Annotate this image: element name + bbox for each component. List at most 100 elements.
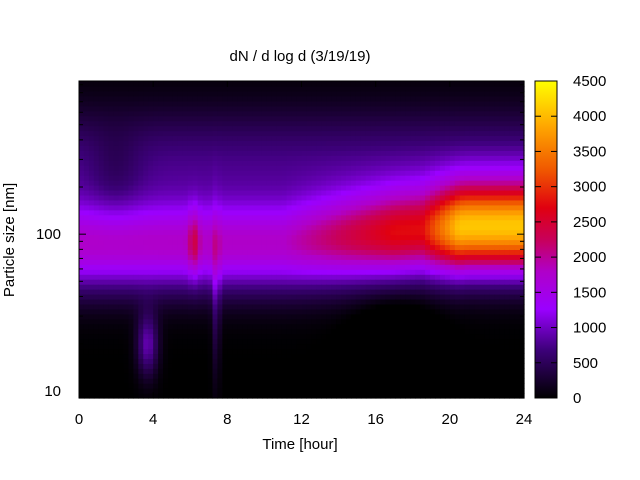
heatmap-cell xyxy=(420,165,426,171)
heatmap-cell xyxy=(242,383,248,389)
heatmap-cell xyxy=(217,81,223,87)
heatmap-cell xyxy=(242,249,248,255)
heatmap-cell xyxy=(405,383,411,389)
heatmap-cell xyxy=(449,298,456,305)
heatmap-cell xyxy=(459,175,466,181)
heatmap-cell xyxy=(113,239,120,246)
heatmap-cell xyxy=(242,259,248,265)
heatmap-cell xyxy=(390,110,397,117)
heatmap-cell xyxy=(286,125,293,132)
heatmap-cell xyxy=(128,135,134,142)
heatmap-cell xyxy=(93,279,100,285)
heatmap-cell xyxy=(336,219,342,226)
heatmap-cell xyxy=(390,323,397,330)
heatmap-cell xyxy=(454,194,461,201)
heatmap-cell xyxy=(296,298,303,305)
heatmap-cell xyxy=(405,348,411,355)
heatmap-cell xyxy=(380,110,387,117)
heatmap-cell xyxy=(168,333,174,340)
heatmap-cell xyxy=(252,293,258,300)
heatmap-cell xyxy=(177,363,184,369)
heatmap-cell xyxy=(385,120,392,127)
heatmap-cell xyxy=(168,120,174,127)
heatmap-cell xyxy=(242,289,248,295)
heatmap-cell xyxy=(83,160,90,166)
heatmap-cell xyxy=(336,348,342,355)
heatmap-cell xyxy=(281,303,288,310)
heatmap-cell xyxy=(331,95,337,102)
heatmap-cell xyxy=(207,298,214,305)
heatmap-cell xyxy=(148,259,154,265)
heatmap-cell xyxy=(444,298,451,305)
heatmap-cell xyxy=(321,388,327,394)
heatmap-cell xyxy=(257,194,263,201)
heatmap-cell xyxy=(454,145,461,151)
heatmap-cell xyxy=(454,85,461,92)
heatmap-cell xyxy=(138,189,144,196)
heatmap-cell xyxy=(336,333,342,340)
heatmap-cell xyxy=(227,234,233,241)
heatmap-cell xyxy=(425,194,431,201)
heatmap-cell xyxy=(375,303,382,310)
heatmap-cell xyxy=(202,279,209,285)
heatmap-cell xyxy=(355,368,362,374)
heatmap-cell xyxy=(172,289,179,295)
heatmap-cell xyxy=(375,239,382,246)
heatmap-cell xyxy=(380,284,387,290)
heatmap-cell xyxy=(266,160,273,166)
heatmap-cell xyxy=(306,293,312,300)
heatmap-cell xyxy=(237,239,243,246)
heatmap-cell xyxy=(202,95,209,102)
heatmap-cell xyxy=(187,204,194,211)
heatmap-cell xyxy=(331,333,337,340)
heatmap-cell xyxy=(177,180,184,186)
heatmap-cell xyxy=(143,393,149,399)
heatmap-cell xyxy=(153,388,159,394)
heatmap-cell xyxy=(158,259,164,265)
heatmap-cell xyxy=(444,185,451,191)
heatmap-cell xyxy=(261,373,268,379)
heatmap-cell xyxy=(118,145,125,151)
heatmap-cell xyxy=(138,140,144,146)
heatmap-cell xyxy=(192,180,199,186)
heatmap-cell xyxy=(192,81,199,87)
heatmap-cell xyxy=(158,175,164,181)
heatmap-cell xyxy=(192,313,199,320)
heatmap-cell xyxy=(133,85,139,92)
heatmap-cell xyxy=(306,244,312,250)
heatmap-cell xyxy=(118,373,125,379)
heatmap-cell xyxy=(316,199,322,206)
heatmap-cell xyxy=(346,175,352,181)
heatmap-cell xyxy=(276,388,283,394)
heatmap-cell xyxy=(88,269,95,275)
heatmap-cell xyxy=(435,130,441,137)
heatmap-cell xyxy=(192,130,199,137)
heatmap-cell xyxy=(113,120,120,127)
heatmap-cell xyxy=(306,199,312,206)
heatmap-cell xyxy=(266,348,273,355)
heatmap-cell xyxy=(242,199,248,206)
heatmap-cell xyxy=(355,383,362,389)
heatmap-cell xyxy=(435,353,441,359)
heatmap-cell xyxy=(341,378,347,384)
heatmap-cell xyxy=(261,298,268,305)
heatmap-cell xyxy=(449,140,456,146)
heatmap-cell xyxy=(311,393,317,399)
heatmap-cell xyxy=(212,194,219,201)
heatmap-cell xyxy=(217,155,223,161)
heatmap-cell xyxy=(306,343,312,350)
heatmap-cell xyxy=(177,249,184,255)
heatmap-cell xyxy=(346,338,352,345)
heatmap-cell xyxy=(237,274,243,280)
heatmap-cell xyxy=(222,85,228,92)
heatmap-cell xyxy=(390,244,397,250)
heatmap-cell xyxy=(316,244,322,250)
heatmap-cell xyxy=(158,368,164,374)
heatmap-cell xyxy=(390,254,397,260)
heatmap-cell xyxy=(311,269,317,275)
heatmap-cell xyxy=(410,303,416,310)
heatmap-cell xyxy=(355,214,362,221)
heatmap-cell xyxy=(88,254,95,260)
heatmap-cell xyxy=(197,393,204,399)
heatmap-cell xyxy=(83,120,90,127)
